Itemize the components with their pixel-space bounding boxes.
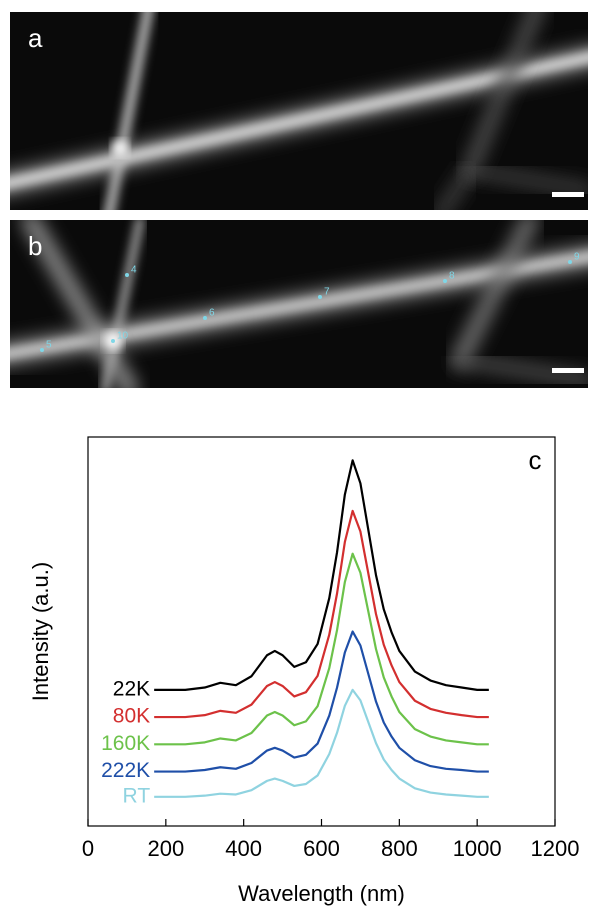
point-label: 7 (324, 287, 330, 298)
x-tick-label: 400 (225, 836, 262, 861)
x-tick-label: 1000 (453, 836, 502, 861)
legend-label: 80K (113, 705, 150, 728)
point-marker (203, 316, 207, 320)
panel-label: b (28, 231, 42, 261)
point-label: 6 (209, 308, 215, 319)
x-tick-label: 0 (82, 836, 94, 861)
chart: 0 200 400 600 800 1000 1200 Wavelength (nm) Inte… (28, 436, 580, 906)
series-line (154, 630, 489, 773)
panel-label: c (529, 445, 542, 475)
series-line (154, 509, 489, 719)
point-marker (111, 339, 115, 343)
point-label: 9 (574, 252, 580, 263)
point-label: 10 (117, 331, 129, 342)
legend-label: 222K (101, 759, 150, 782)
x-axis-label: Wavelength (nm) (238, 881, 405, 906)
point-marker (318, 295, 322, 299)
point-marker (125, 273, 129, 277)
x-tick-label: 200 (147, 836, 184, 861)
point-label: 8 (449, 271, 455, 282)
series-line (154, 552, 489, 746)
series-line (154, 688, 489, 798)
micrograph-a: a (10, 12, 588, 210)
y-axis-label: Intensity (a.u.) (28, 562, 53, 701)
x-tick-label: 600 (303, 836, 340, 861)
point-marker (443, 279, 447, 283)
micrograph-b: b 4 5 6 7 8 9 10 (10, 220, 588, 388)
legend-label: 160K (101, 732, 150, 755)
x-tick-label: 1200 (531, 836, 580, 861)
point-label: 4 (131, 265, 137, 276)
legend-label: 22K (113, 677, 150, 700)
point-marker (40, 348, 44, 352)
panel-label: a (28, 23, 43, 53)
point-marker (568, 260, 572, 264)
measurement-points: 4 5 6 7 8 9 10 (40, 252, 580, 352)
legend-label: RT (123, 784, 151, 807)
x-tick-label: 800 (381, 836, 418, 861)
point-label: 5 (46, 340, 52, 351)
series-line (154, 459, 489, 691)
